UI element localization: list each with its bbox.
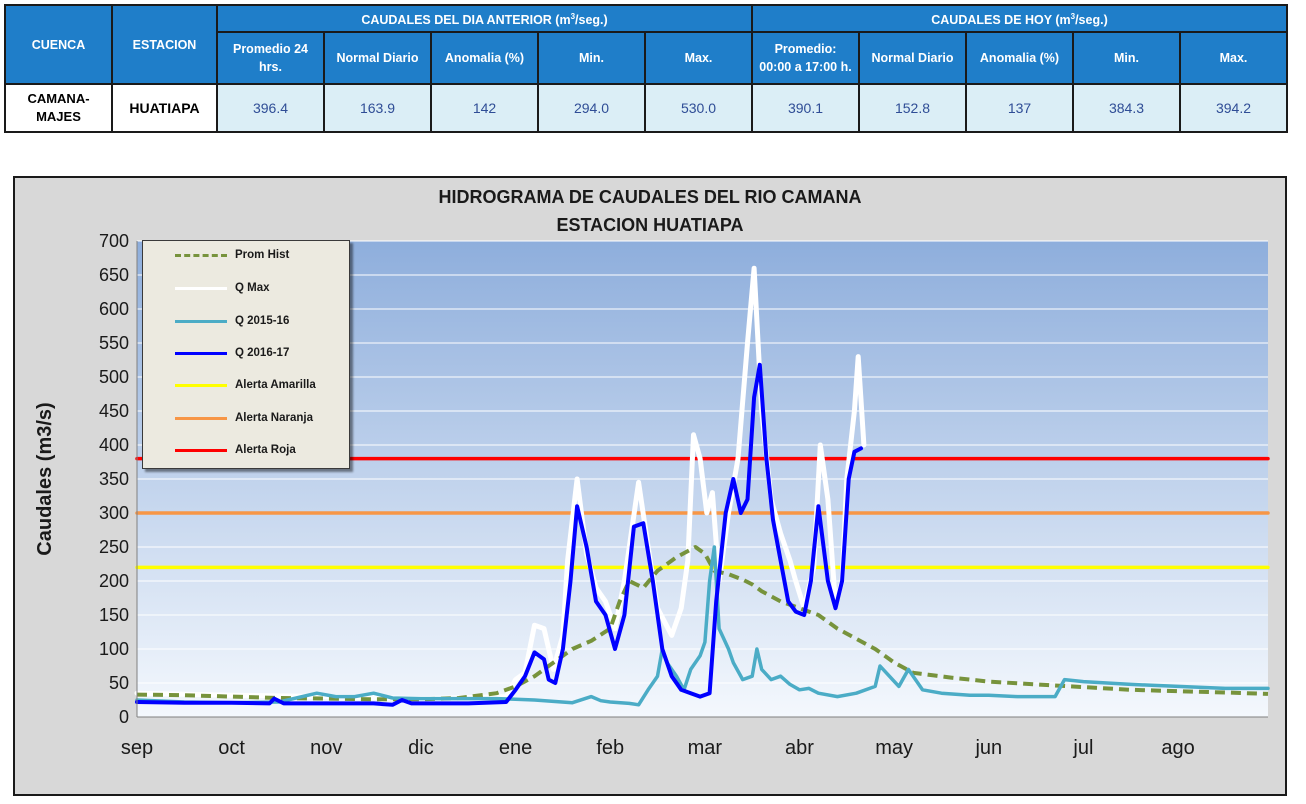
y-tick-label: 100	[99, 639, 129, 659]
y-tick-label: 650	[99, 265, 129, 285]
today-max-cell: 394.2	[1179, 83, 1288, 133]
prev-min-cell: 294.0	[537, 83, 646, 133]
legend-label: Q 2015-16	[235, 315, 290, 327]
y-tick-label: 350	[99, 469, 129, 489]
series-line-q-2016-17	[135, 362, 863, 707]
legend-label: Prom Hist	[235, 249, 290, 261]
legend-item-alerta-roja: Alerta Roja	[175, 441, 296, 459]
legend-label: Q Max	[235, 282, 270, 294]
series-lines	[134, 265, 1270, 707]
x-tick-label: oct	[218, 737, 245, 759]
today-normal-header: Normal Diario	[858, 31, 967, 85]
y-tick-label: 600	[99, 299, 129, 319]
series-line-q-2015-16	[135, 545, 1270, 707]
y-tick-label: 300	[99, 503, 129, 523]
y-tick-label: 700	[99, 231, 129, 251]
y-axis-label: Caudales (m3/s)	[34, 402, 56, 555]
prev-min-header: Min.	[537, 31, 646, 85]
legend-item-prom-hist: Prom Hist	[175, 246, 289, 264]
x-tick-label: may	[875, 737, 913, 759]
prev-day-group-header: CAUDALES DEL DIA ANTERIOR (m3/seg.)	[216, 4, 753, 33]
today-min-cell: 384.3	[1072, 83, 1181, 133]
today-promedio-header: Promedio: 00:00 a 17:00 h.	[751, 31, 860, 85]
prev-max-header: Max.	[644, 31, 753, 85]
legend-item-alerta-amarilla: Alerta Amarilla	[175, 376, 316, 394]
legend-item-q-2015-16: Q 2015-16	[175, 312, 289, 330]
x-tick-label: abr	[785, 737, 814, 759]
legend-swatch	[175, 383, 227, 387]
today-normal-cell: 152.8	[858, 83, 967, 133]
prev-promedio-cell: 396.4	[216, 83, 325, 133]
cuenca-header: CUENCA	[4, 4, 113, 85]
x-tick-label: jun	[974, 737, 1002, 759]
prev-anomalia-cell: 142	[430, 83, 539, 133]
legend-swatch	[175, 351, 227, 355]
prev-anomalia-header: Anomalia (%)	[430, 31, 539, 85]
estacion-header: ESTACION	[111, 4, 218, 85]
x-tick-label: mar	[688, 737, 723, 759]
y-tick-label: 500	[99, 367, 129, 387]
today-max-header: Max.	[1179, 31, 1288, 85]
legend-label: Alerta Roja	[235, 444, 296, 456]
legend-swatch	[175, 448, 227, 452]
prev-normal-header: Normal Diario	[323, 31, 432, 85]
cuenca-cell: CAMANA- MAJES	[4, 83, 113, 133]
x-tick-label: ago	[1161, 737, 1194, 759]
legend-swatch	[175, 319, 227, 323]
legend-swatch	[175, 286, 227, 290]
legend-item-q-max: Q Max	[175, 279, 270, 297]
y-tick-label: 0	[119, 707, 129, 727]
today-min-header: Min.	[1072, 31, 1181, 85]
chart-plot-svg: 0 50 100 150 200 250 300 350 400 450 500 550 600 650 7…	[34, 231, 1270, 759]
flow-summary-table: CUENCA ESTACION CAUDALES DEL DIA ANTERIO…	[4, 4, 1288, 133]
y-tick-label: 200	[99, 571, 129, 591]
today-group-header: CAUDALES DE HOY (m3/seg.)	[751, 4, 1288, 33]
legend-swatch	[175, 253, 227, 257]
y-tick-label: 450	[99, 401, 129, 421]
y-tick-label: 400	[99, 435, 129, 455]
x-tick-label: dic	[408, 737, 434, 759]
y-tick-label: 250	[99, 537, 129, 557]
x-tick-label: ene	[499, 737, 532, 759]
legend-label: Q 2016-17	[235, 347, 290, 359]
x-tick-label: jul	[1072, 737, 1093, 759]
hydrograph-chart: HIDROGRAMA DE CAUDALES DEL RIO CAMANA ES…	[13, 176, 1287, 796]
x-tick-label: feb	[596, 737, 624, 759]
chart-legend: Prom Hist Q Max Q 2015-16 Q 2016-17 Aler…	[142, 240, 350, 469]
x-tick-label: nov	[310, 737, 342, 759]
prev-normal-cell: 163.9	[323, 83, 432, 133]
legend-swatch	[175, 416, 227, 420]
y-tick-label: 50	[109, 673, 129, 693]
legend-item-alerta-naranja: Alerta Naranja	[175, 409, 313, 427]
today-anomalia-cell: 137	[965, 83, 1074, 133]
legend-label: Alerta Naranja	[235, 412, 313, 424]
prev-promedio-header: Promedio 24 hrs.	[216, 31, 325, 85]
estacion-cell: HUATIAPA	[111, 83, 218, 133]
y-tick-label: 150	[99, 605, 129, 625]
axes: 0 50 100 150 200 250 300 350 400 450 500 550 600 650 7…	[99, 231, 1268, 759]
legend-item-q-2016-17: Q 2016-17	[175, 344, 289, 362]
x-tick-label: sep	[121, 737, 153, 759]
legend-label: Alerta Amarilla	[235, 379, 316, 391]
chart-subtitle: ESTACION HUATIAPA	[556, 215, 744, 235]
today-promedio-cell: 390.1	[751, 83, 860, 133]
y-tick-label: 550	[99, 333, 129, 353]
chart-title: HIDROGRAMA DE CAUDALES DEL RIO CAMANA	[438, 187, 862, 207]
today-anomalia-header: Anomalia (%)	[965, 31, 1074, 85]
prev-max-cell: 530.0	[644, 83, 753, 133]
